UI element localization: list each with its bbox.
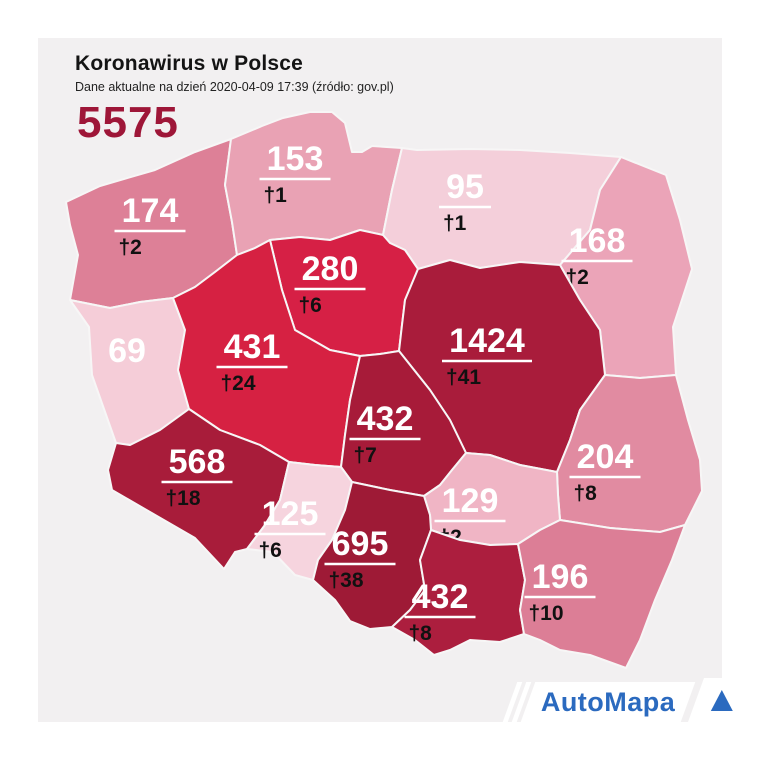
region-deaths-count: †38 — [329, 569, 364, 592]
region-deaths-count: †41 — [446, 366, 481, 389]
region-cases-count: 168 — [569, 222, 626, 260]
region-podkarpackie — [517, 519, 686, 669]
region-deaths-count: †2 — [119, 236, 142, 259]
region-deaths-count: †1 — [443, 212, 467, 235]
region-deaths-count: †7 — [354, 444, 377, 467]
total-cases-count: 5575 — [77, 98, 179, 147]
region-cases-count: 568 — [169, 443, 226, 481]
region-cases-count: 431 — [224, 328, 281, 366]
page-title: Koronawirus w Polsce — [75, 52, 304, 75]
region-cases-count: 174 — [122, 192, 179, 230]
region-cases-count: 153 — [267, 140, 324, 178]
region-cases-count: 280 — [302, 250, 359, 288]
region-cases-count: 196 — [532, 558, 589, 596]
region-cases-count: 69 — [108, 332, 146, 370]
region-malopolskie — [391, 529, 526, 656]
region-dolnoslaskie — [107, 408, 290, 570]
region-deaths-count: †24 — [221, 372, 256, 395]
region-cases-count: 432 — [412, 578, 469, 616]
region-deaths-count: †6 — [299, 294, 322, 317]
region-deaths-count: †18 — [166, 487, 201, 510]
navigation-arrow-icon — [711, 689, 733, 711]
automapa-logo: AutoMapa — [500, 678, 757, 722]
region-deaths-count: †8 — [409, 622, 433, 645]
data-source-subtitle: Dane aktualne na dzień 2020-04-09 17:39 … — [75, 80, 394, 94]
region-cases-count: 129 — [442, 482, 499, 520]
automapa-wordmark-plate: AutoMapa — [520, 682, 696, 722]
automapa-wordmark: AutoMapa — [540, 686, 676, 717]
region-cases-count: 125 — [262, 495, 319, 533]
region-cases-count: 695 — [332, 525, 389, 563]
region-deaths-count: †1 — [264, 184, 288, 207]
region-cases-count: 1424 — [449, 322, 525, 360]
region-deaths-count: †10 — [529, 602, 564, 625]
region-cases-count: 432 — [357, 400, 414, 438]
region-deaths-count: †6 — [259, 539, 282, 562]
region-deaths-count: †8 — [574, 482, 598, 505]
header: Koronawirus w Polsce Dane aktualne na dz… — [75, 52, 394, 94]
region-cases-count: 204 — [577, 438, 634, 476]
region-cases-count: 95 — [446, 168, 484, 206]
